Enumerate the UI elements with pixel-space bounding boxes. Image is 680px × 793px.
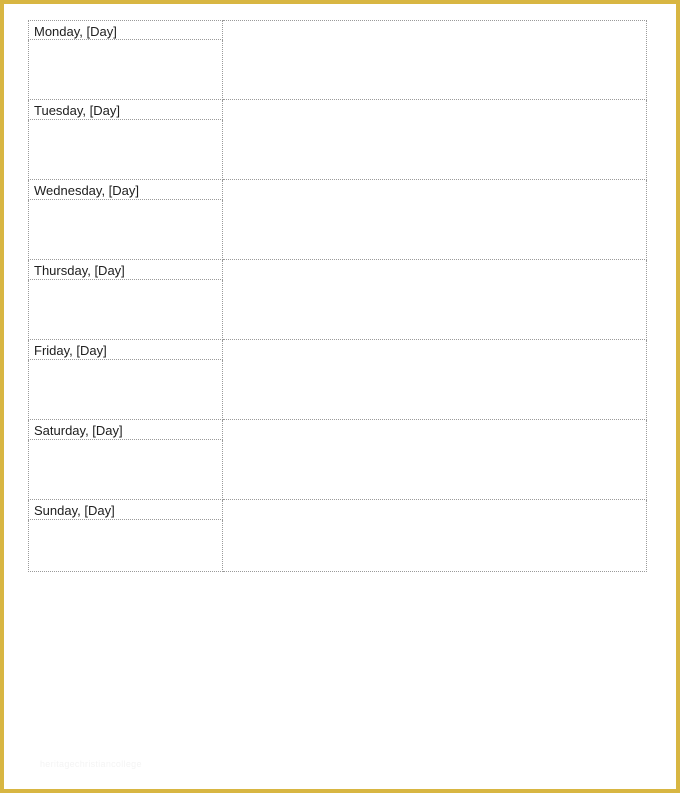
day-header: Friday, [Day] [28,340,223,360]
day-row: Wednesday, [Day] [28,180,647,260]
day-header: Tuesday, [Day] [28,100,223,120]
day-left-column: Thursday, [Day] [28,260,223,340]
day-left-column: Friday, [Day] [28,340,223,420]
day-row: Sunday, [Day] [28,500,647,572]
watermark-text: heritagechristiancollege [40,759,142,769]
day-body-right [223,500,647,572]
day-header: Thursday, [Day] [28,260,223,280]
day-body-left [28,200,223,260]
day-header: Wednesday, [Day] [28,180,223,200]
day-body-right [223,260,647,340]
day-left-column: Tuesday, [Day] [28,100,223,180]
day-body-left [28,440,223,500]
day-row: Friday, [Day] [28,340,647,420]
day-body-left [28,280,223,340]
day-header: Sunday, [Day] [28,500,223,520]
day-body-right [223,100,647,180]
day-row: Tuesday, [Day] [28,100,647,180]
day-body-left [28,40,223,100]
day-body-right [223,20,647,100]
day-body-right [223,420,647,500]
day-header: Monday, [Day] [28,20,223,40]
day-header: Saturday, [Day] [28,420,223,440]
day-row: Monday, [Day] [28,20,647,100]
day-body-right [223,180,647,260]
day-body-left [28,120,223,180]
day-row: Saturday, [Day] [28,420,647,500]
day-row: Thursday, [Day] [28,260,647,340]
day-left-column: Monday, [Day] [28,20,223,100]
weekly-planner: Monday, [Day] Tuesday, [Day] Wednesday, [D… [28,20,647,572]
day-body-left [28,360,223,420]
day-body-left [28,520,223,572]
day-left-column: Wednesday, [Day] [28,180,223,260]
day-left-column: Saturday, [Day] [28,420,223,500]
day-left-column: Sunday, [Day] [28,500,223,572]
day-body-right [223,340,647,420]
